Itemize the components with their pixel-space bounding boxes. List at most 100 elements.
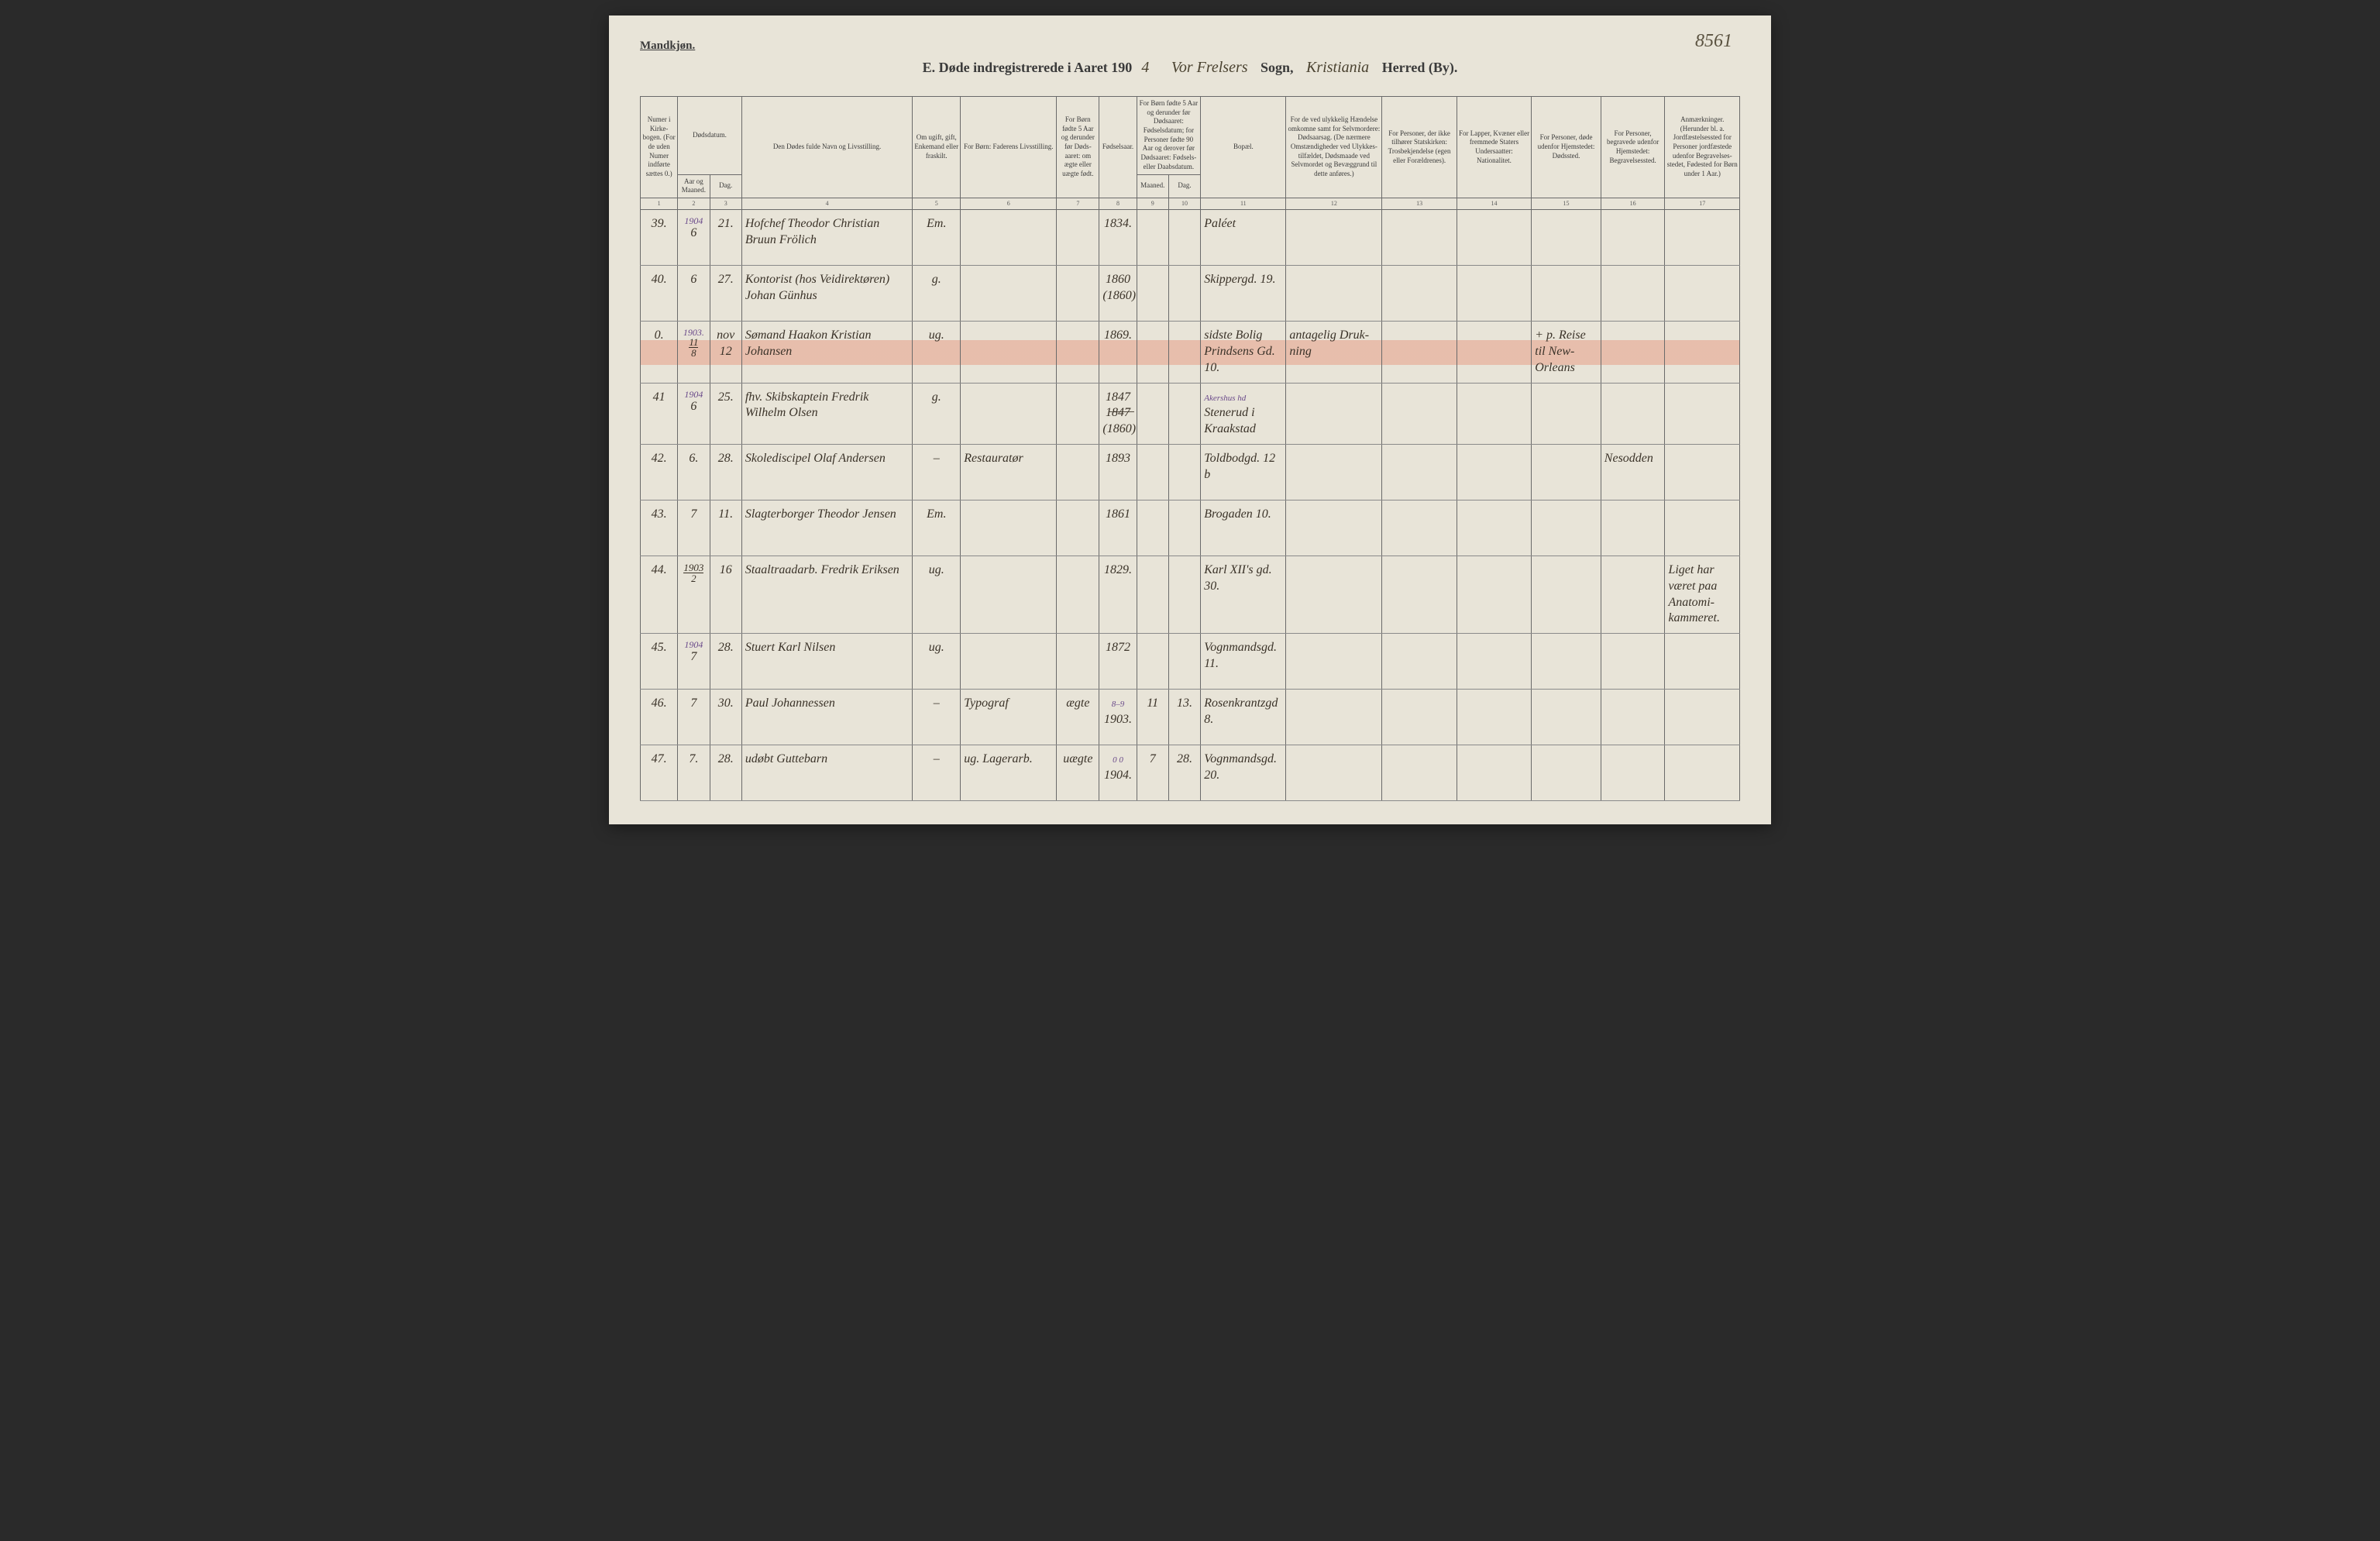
table-cell: ug. Lagerarb. xyxy=(961,745,1057,801)
table-cell: 28. xyxy=(1168,745,1200,801)
table-cell xyxy=(1286,634,1382,690)
table-cell xyxy=(1532,556,1601,634)
column-number: 7 xyxy=(1057,198,1099,209)
table-cell: ug. xyxy=(913,556,961,634)
table-cell xyxy=(1137,383,1168,444)
table-cell: 19046 xyxy=(678,383,710,444)
table-cell xyxy=(961,322,1057,383)
table-cell xyxy=(961,500,1057,556)
table-cell: 7 xyxy=(678,690,710,745)
table-cell xyxy=(1665,745,1740,801)
table-cell xyxy=(1382,383,1457,444)
column-number: 13 xyxy=(1382,198,1457,209)
table-cell: nov 12 xyxy=(710,322,741,383)
table-cell: Vognmandsgd. 20. xyxy=(1201,745,1286,801)
table-row: 46.730.Paul Johannessen–Typografægte8–91… xyxy=(641,690,1740,745)
table-cell xyxy=(1382,556,1457,634)
col-header-5: Om ugift, gift, Enke­mand eller fraskilt… xyxy=(913,97,961,198)
column-number: 16 xyxy=(1601,198,1665,209)
table-cell: 1893 xyxy=(1099,445,1137,500)
table-cell: fhv. Skibskaptein Fredrik Wilhelm Olsen xyxy=(741,383,912,444)
header-printed-prefix: E. Døde indregistrerede i Aaret 190 xyxy=(923,60,1133,75)
table-cell: 6. xyxy=(678,445,710,500)
table-cell: Typograf xyxy=(961,690,1057,745)
column-number: 5 xyxy=(913,198,961,209)
table-cell xyxy=(1382,266,1457,322)
table-cell: 47. xyxy=(641,745,678,801)
table-cell xyxy=(1382,500,1457,556)
table-row: 0.1903.118nov 12Sømand Haakon Kristian J… xyxy=(641,322,1740,383)
table-cell xyxy=(1532,634,1601,690)
col-header-7: For Børn fødte 5 Aar og derunder før Død… xyxy=(1057,97,1099,198)
table-cell: 42. xyxy=(641,445,678,500)
col-header-9a: Maaned. xyxy=(1137,174,1168,198)
table-cell: 19032 xyxy=(678,556,710,634)
table-cell: 1861 xyxy=(1099,500,1137,556)
table-cell: 1829. xyxy=(1099,556,1137,634)
table-cell: 1903.118 xyxy=(678,322,710,383)
table-cell xyxy=(1286,445,1382,500)
column-number: 12 xyxy=(1286,198,1382,209)
table-cell xyxy=(1057,634,1099,690)
table-cell xyxy=(1457,383,1531,444)
table-cell xyxy=(1137,556,1168,634)
table-cell: Karl XII's gd. 30. xyxy=(1201,556,1286,634)
table-row: 47.7.28.udøbt Guttebarn–ug. Lagerarb.uæg… xyxy=(641,745,1740,801)
table-cell xyxy=(1457,690,1531,745)
register-table: Numer i Kirke­bogen. (For de uden Numer … xyxy=(640,96,1740,801)
col-header-12: For de ved ulykkelig Hændelse omkomne sa… xyxy=(1286,97,1382,198)
table-cell xyxy=(1168,500,1200,556)
table-cell xyxy=(1168,322,1200,383)
table-cell xyxy=(1137,322,1168,383)
table-cell xyxy=(1286,500,1382,556)
table-cell: 28. xyxy=(710,445,741,500)
table-row: 45.1904728.Stuert Karl Nilsenug.1872Vogn… xyxy=(641,634,1740,690)
table-cell: 7. xyxy=(678,745,710,801)
col-header-2-top: Dødsdatum. xyxy=(678,97,742,175)
column-number: 10 xyxy=(1168,198,1200,209)
page-number: 8561 xyxy=(1695,31,1732,52)
table-cell: Paul Johannessen xyxy=(741,690,912,745)
table-cell xyxy=(1168,556,1200,634)
table-cell: 16 xyxy=(710,556,741,634)
table-cell xyxy=(1057,266,1099,322)
table-cell: 41 xyxy=(641,383,678,444)
table-cell xyxy=(1137,500,1168,556)
column-number: 1 xyxy=(641,198,678,209)
col-header-9b: Dag. xyxy=(1168,174,1200,198)
table-cell: 44. xyxy=(641,556,678,634)
table-cell xyxy=(1286,266,1382,322)
table-cell xyxy=(1532,210,1601,266)
table-cell xyxy=(1601,266,1665,322)
table-cell: 40. xyxy=(641,266,678,322)
table-cell: Em. xyxy=(913,500,961,556)
table-cell xyxy=(1457,322,1531,383)
table-cell: 0. xyxy=(641,322,678,383)
table-cell xyxy=(1457,556,1531,634)
col-header-17: Anmærkninger. (Herunder bl. a. Jordfæste… xyxy=(1665,97,1740,198)
table-cell xyxy=(1286,210,1382,266)
table-cell: 1834. xyxy=(1099,210,1137,266)
table-cell: antagelig Druk­ning xyxy=(1286,322,1382,383)
table-cell xyxy=(1665,210,1740,266)
table-cell xyxy=(961,634,1057,690)
table-cell: Rosenkrantzgd 8. xyxy=(1201,690,1286,745)
table-cell: Restauratør xyxy=(961,445,1057,500)
table-cell xyxy=(1457,210,1531,266)
table-cell xyxy=(1601,745,1665,801)
table-cell: 1860 (1860) xyxy=(1099,266,1137,322)
table-cell xyxy=(1137,634,1168,690)
column-number: 15 xyxy=(1532,198,1601,209)
table-cell xyxy=(961,266,1057,322)
table-cell xyxy=(1057,445,1099,500)
col-header-13: For Personer, der ikke tilhører Statskir… xyxy=(1382,97,1457,198)
table-cell: 46. xyxy=(641,690,678,745)
table-cell: 25. xyxy=(710,383,741,444)
header-year-suffix: 4 xyxy=(1132,59,1158,76)
table-cell: Akershus hdStenerud i Kraakstad xyxy=(1201,383,1286,444)
table-cell: Hofchef Theodor Christian Bruun Frölich xyxy=(741,210,912,266)
table-cell: 45. xyxy=(641,634,678,690)
table-cell xyxy=(1286,745,1382,801)
table-row: 411904625.fhv. Skibskaptein Fredrik Wilh… xyxy=(641,383,1740,444)
col-header-16: For Personer, begravede udenfor Hjemsted… xyxy=(1601,97,1665,198)
